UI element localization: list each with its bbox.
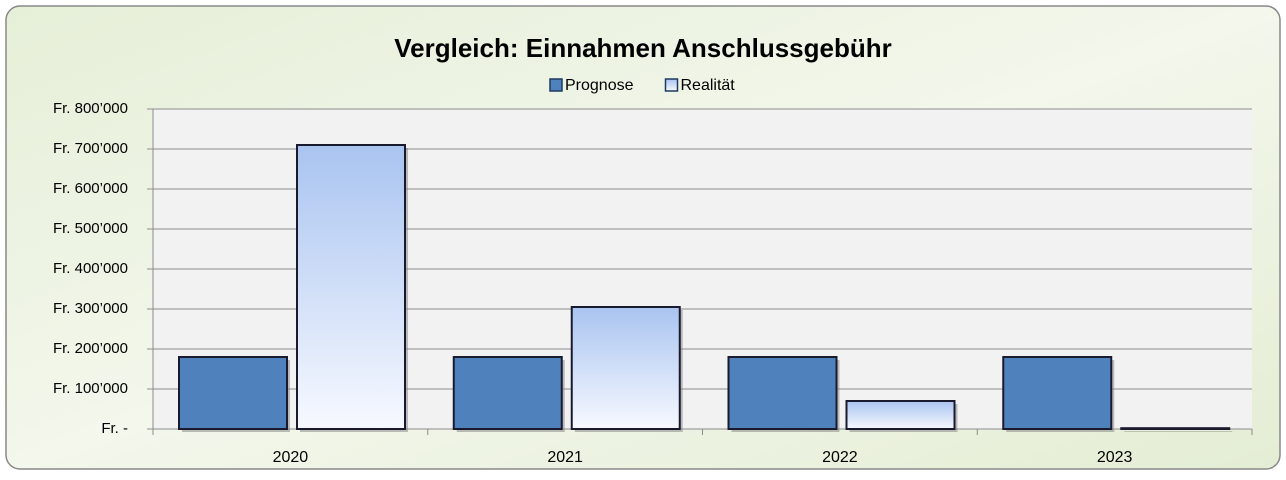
bar-shadow	[1124, 431, 1233, 432]
x-tick-label: 2023	[1097, 449, 1133, 466]
x-tick-label: 2020	[273, 449, 309, 466]
y-tick-label: Fr. 500’000	[53, 220, 128, 237]
bar	[1120, 427, 1231, 431]
y-tick-label: Fr. 400’000	[53, 260, 128, 277]
y-tick-label: Fr. 800’000	[53, 100, 128, 117]
bar	[727, 356, 838, 430]
legend-swatch	[664, 78, 679, 92]
bar	[452, 356, 563, 430]
bar	[296, 144, 406, 430]
legend-label: Realität	[681, 77, 736, 94]
bar	[570, 306, 681, 430]
y-tick-label: Fr. -	[101, 420, 128, 437]
y-tick-label: Fr. 100’000	[53, 380, 128, 397]
legend-swatch	[549, 78, 563, 92]
x-tick-label: 2021	[547, 449, 583, 466]
legend-label: Prognose	[565, 77, 634, 94]
bar	[178, 356, 288, 430]
y-tick-label: Fr. 700’000	[53, 140, 128, 157]
bar	[845, 400, 956, 430]
x-tick-label: 2022	[822, 449, 858, 466]
y-tick-label: Fr. 600’000	[53, 180, 128, 197]
y-tick-label: Fr. 300’000	[53, 300, 128, 317]
chart-title: Vergleich: Einnahmen Anschlussgebühr	[394, 33, 891, 63]
y-tick-label: Fr. 200’000	[53, 340, 128, 357]
bar	[1002, 356, 1113, 430]
